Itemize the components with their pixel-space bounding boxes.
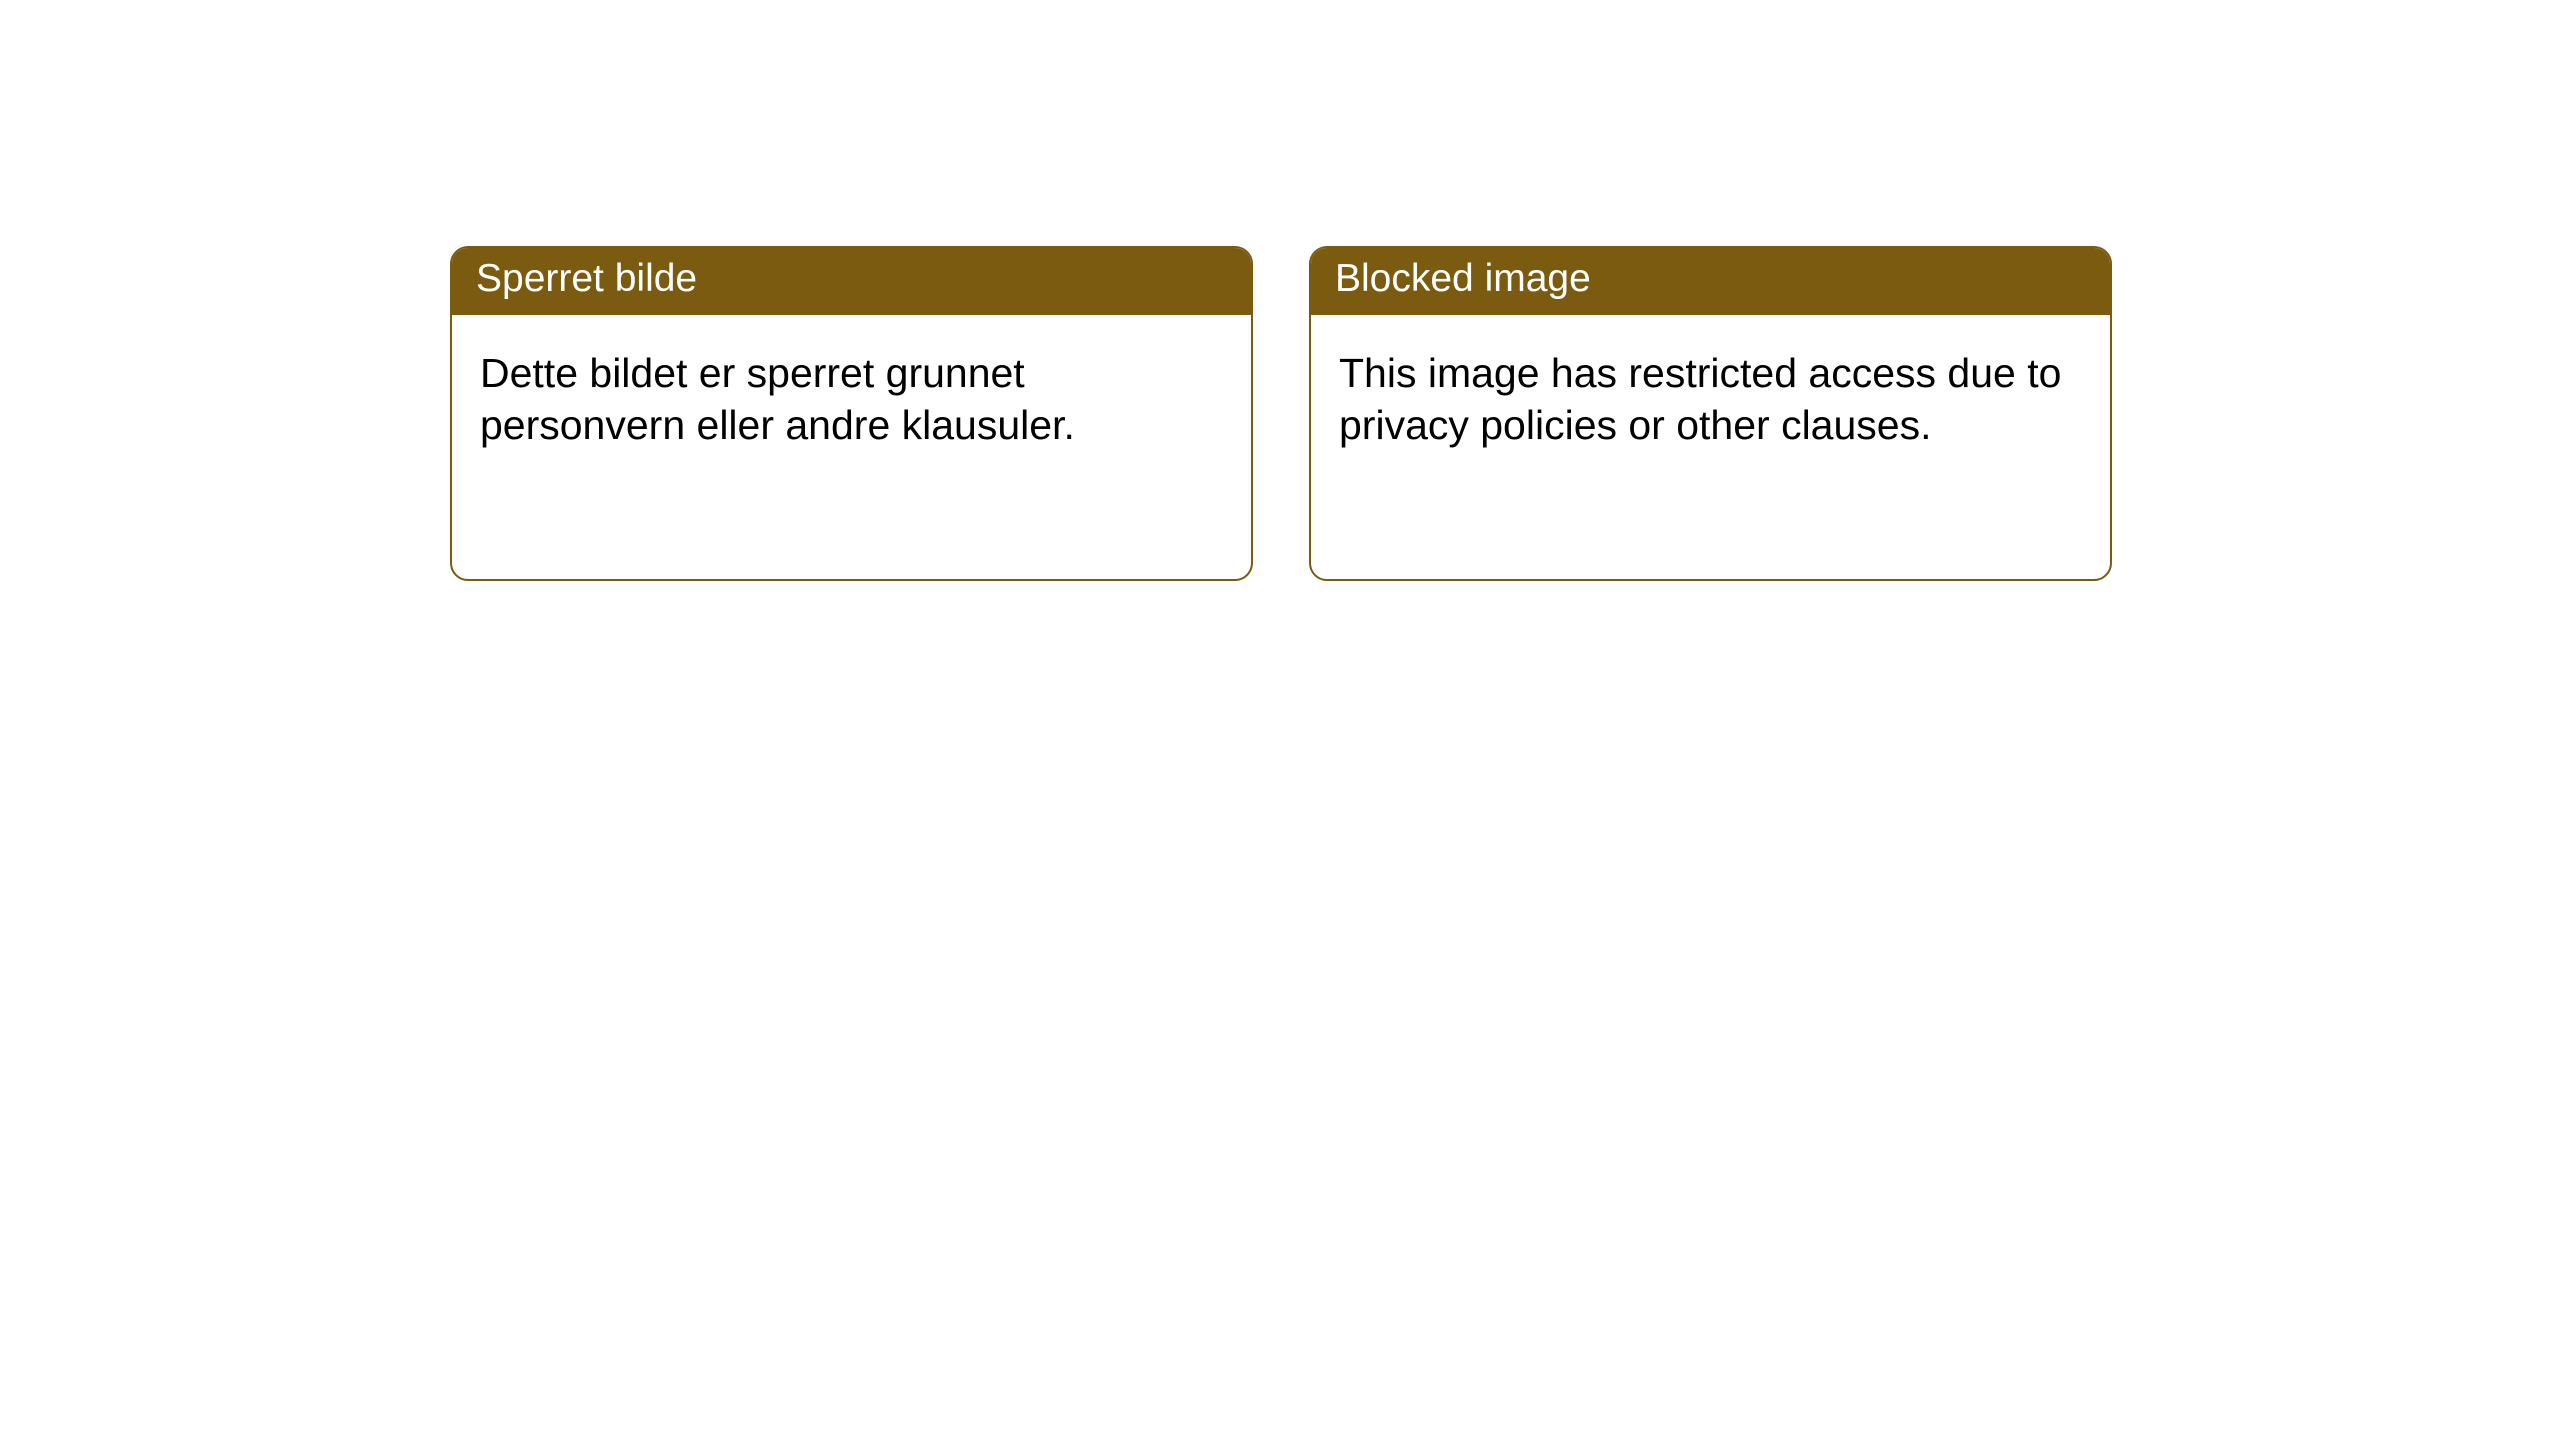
notice-container: Sperret bilde Dette bildet er sperret gr… (0, 0, 2560, 581)
notice-body: Dette bildet er sperret grunnet personve… (452, 315, 1251, 476)
notice-header: Blocked image (1311, 248, 2110, 315)
notice-header: Sperret bilde (452, 248, 1251, 315)
notice-box-norwegian: Sperret bilde Dette bildet er sperret gr… (450, 246, 1253, 581)
notice-box-english: Blocked image This image has restricted … (1309, 246, 2112, 581)
notice-body: This image has restricted access due to … (1311, 315, 2110, 476)
